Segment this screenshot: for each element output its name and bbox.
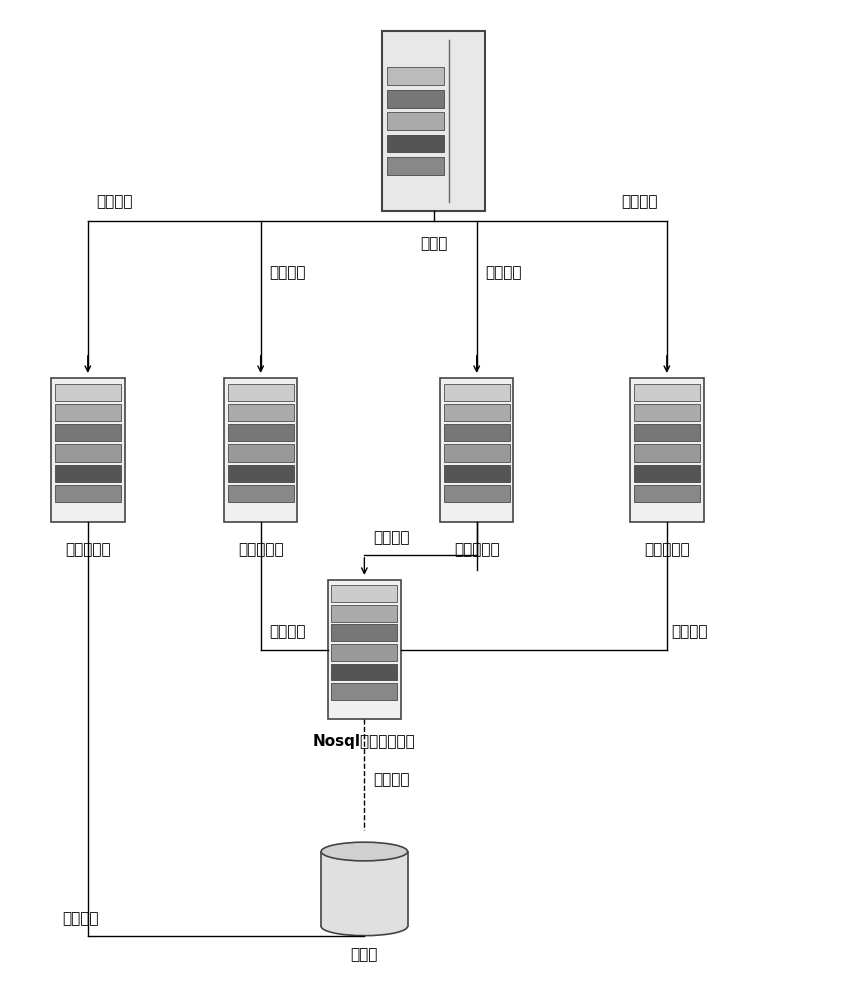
- FancyBboxPatch shape: [55, 485, 121, 502]
- FancyBboxPatch shape: [444, 384, 510, 401]
- FancyBboxPatch shape: [224, 378, 297, 522]
- FancyBboxPatch shape: [331, 683, 397, 700]
- Text: 更新缓存: 更新缓存: [486, 266, 522, 281]
- FancyBboxPatch shape: [228, 424, 294, 441]
- Text: 加载数据: 加载数据: [373, 772, 409, 787]
- Ellipse shape: [321, 842, 407, 861]
- Text: 读取缓存: 读取缓存: [62, 911, 98, 926]
- FancyBboxPatch shape: [634, 444, 700, 462]
- FancyBboxPatch shape: [634, 465, 700, 482]
- FancyBboxPatch shape: [55, 384, 121, 401]
- Text: 读取缓存: 读取缓存: [270, 625, 306, 640]
- FancyBboxPatch shape: [634, 384, 700, 401]
- FancyBboxPatch shape: [634, 485, 700, 502]
- FancyBboxPatch shape: [444, 404, 510, 421]
- FancyBboxPatch shape: [331, 624, 397, 641]
- FancyBboxPatch shape: [228, 465, 294, 482]
- FancyBboxPatch shape: [444, 485, 510, 502]
- FancyBboxPatch shape: [51, 378, 125, 522]
- FancyBboxPatch shape: [387, 112, 444, 130]
- FancyBboxPatch shape: [331, 664, 397, 680]
- Text: 更新缓存: 更新缓存: [622, 194, 658, 209]
- FancyBboxPatch shape: [381, 31, 486, 211]
- Ellipse shape: [321, 917, 407, 936]
- FancyBboxPatch shape: [55, 444, 121, 462]
- FancyBboxPatch shape: [328, 580, 401, 719]
- Text: 读取缓存: 读取缓存: [373, 530, 409, 545]
- Text: 数据库: 数据库: [350, 948, 378, 963]
- FancyBboxPatch shape: [634, 424, 700, 441]
- Text: 第二服务器: 第二服务器: [454, 542, 499, 557]
- FancyBboxPatch shape: [331, 585, 397, 602]
- FancyBboxPatch shape: [331, 644, 397, 661]
- FancyBboxPatch shape: [55, 404, 121, 421]
- FancyBboxPatch shape: [387, 135, 444, 152]
- FancyBboxPatch shape: [444, 424, 510, 441]
- Text: Nosql集群缓存系统: Nosql集群缓存系统: [313, 734, 416, 749]
- Text: 第二服务器: 第二服务器: [238, 542, 284, 557]
- Text: 第二服务器: 第二服务器: [644, 542, 689, 557]
- Text: 更新缓存: 更新缓存: [270, 266, 306, 281]
- FancyBboxPatch shape: [387, 67, 444, 85]
- FancyBboxPatch shape: [228, 384, 294, 401]
- FancyBboxPatch shape: [444, 465, 510, 482]
- FancyBboxPatch shape: [444, 444, 510, 462]
- Text: 主控机: 主控机: [420, 236, 447, 251]
- Text: 读取缓存: 读取缓存: [671, 625, 707, 640]
- FancyBboxPatch shape: [440, 378, 513, 522]
- FancyBboxPatch shape: [321, 852, 407, 926]
- FancyBboxPatch shape: [634, 404, 700, 421]
- FancyBboxPatch shape: [228, 444, 294, 462]
- Text: 第一服务器: 第一服务器: [65, 542, 111, 557]
- FancyBboxPatch shape: [55, 424, 121, 441]
- FancyBboxPatch shape: [630, 378, 703, 522]
- FancyBboxPatch shape: [387, 157, 444, 175]
- FancyBboxPatch shape: [55, 465, 121, 482]
- FancyBboxPatch shape: [331, 605, 397, 622]
- Text: 更新缓存: 更新缓存: [96, 194, 133, 209]
- FancyBboxPatch shape: [228, 404, 294, 421]
- FancyBboxPatch shape: [228, 485, 294, 502]
- FancyBboxPatch shape: [387, 90, 444, 108]
